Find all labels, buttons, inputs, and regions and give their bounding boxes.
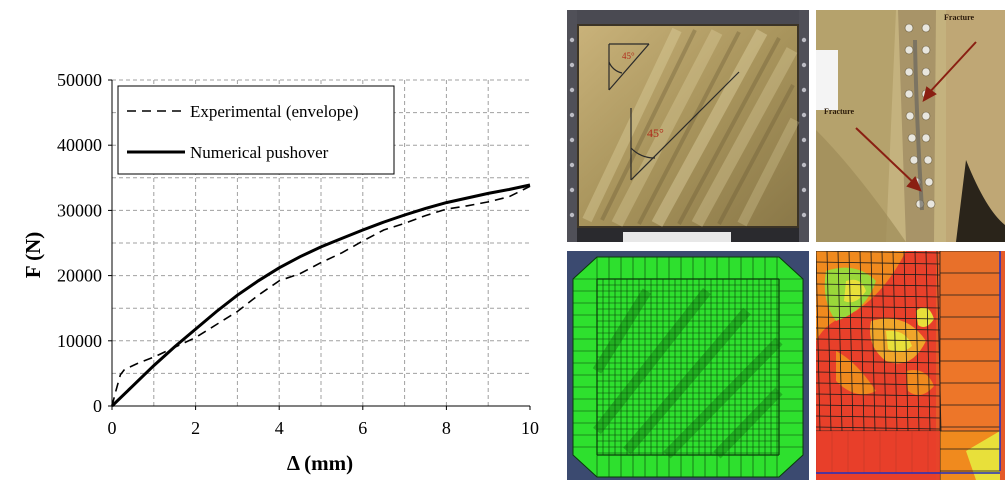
zoom-mesh-h xyxy=(816,404,941,408)
series-numerical-line xyxy=(110,183,531,408)
x-tick-label: 6 xyxy=(358,418,367,438)
zoom-mesh-h xyxy=(816,360,941,364)
x-tick-label: 4 xyxy=(275,418,284,438)
legend-label-numerical: Numerical pushover xyxy=(190,143,329,162)
zoom-mesh-h xyxy=(816,251,941,254)
fem-stress-contour xyxy=(816,251,1005,480)
fracture-closeup-photo: Fracture Fracture xyxy=(816,10,1005,242)
zoom-mesh-v xyxy=(859,251,865,432)
zoom-mesh-h xyxy=(816,316,941,320)
zoom-mesh-h xyxy=(816,294,941,298)
legend-label-experimental: Experimental (envelope) xyxy=(190,102,359,121)
zoom-mesh-h xyxy=(816,426,941,430)
zoom-mesh-h xyxy=(816,415,941,419)
y-tick-label: 10000 xyxy=(57,331,102,351)
chart-axes: 0 2 4 6 8 10 0 10000 20000 30000 40000 50000 xyxy=(57,70,539,438)
fem-mesh-grid xyxy=(573,257,803,477)
fracture-label-top: Fracture xyxy=(944,13,975,22)
zoom-mesh-h xyxy=(816,261,941,265)
zoom-mesh-v xyxy=(870,251,876,432)
fem-zoom-mesh-grid xyxy=(816,251,1000,480)
x-axis-label: Δ (mm) xyxy=(287,451,353,475)
zoom-mesh-h xyxy=(816,327,941,331)
zoom-mesh-h xyxy=(816,393,941,397)
zoom-mesh-v xyxy=(892,251,898,432)
y-axis-label: F (N) xyxy=(21,232,45,278)
angle-label-small: 45° xyxy=(622,51,635,61)
zoom-mesh-h xyxy=(816,349,941,353)
chart-series xyxy=(110,183,531,408)
series-experimental-line xyxy=(111,185,531,407)
fem-mesh-model xyxy=(567,251,809,480)
zoom-mesh-h xyxy=(816,371,941,375)
y-tick-label: 40000 xyxy=(57,135,102,155)
zoom-mesh-v xyxy=(816,251,821,432)
zoom-mesh-h xyxy=(816,338,941,342)
fracture-label-left: Fracture xyxy=(824,107,855,116)
y-tick-label: 50000 xyxy=(57,70,102,90)
chart-legend: Experimental (envelope) Numerical pushov… xyxy=(117,85,395,175)
x-tick-label: 10 xyxy=(521,418,539,438)
zoom-mesh-h xyxy=(816,382,941,386)
zoom-mesh-v xyxy=(826,251,832,432)
zoom-mesh-v xyxy=(881,251,887,432)
force-displacement-chart: 0 2 4 6 8 10 0 10000 20000 30000 40000 50000 Δ (mm)… xyxy=(21,70,539,475)
zoom-mesh-v xyxy=(848,251,854,432)
steel-plate xyxy=(579,26,797,226)
y-tick-label: 30000 xyxy=(57,200,102,220)
zoom-mesh-v xyxy=(837,251,843,432)
zoom-mesh-h xyxy=(816,305,941,309)
zoom-mesh-v xyxy=(903,251,909,432)
zoom-mesh-h xyxy=(816,283,941,287)
chart-grid xyxy=(112,79,530,406)
buckling-waves xyxy=(592,287,783,459)
x-tick-label: 0 xyxy=(108,418,117,438)
x-tick-label: 8 xyxy=(442,418,451,438)
y-tick-label: 20000 xyxy=(57,266,102,286)
x-tick-label: 2 xyxy=(191,418,200,438)
zoom-mesh-h xyxy=(816,272,941,276)
y-tick-label: 0 xyxy=(93,396,102,416)
legend-box xyxy=(117,85,395,175)
test-specimen-photo: 45° 45° xyxy=(567,10,809,242)
angle-label-large: 45° xyxy=(647,126,664,140)
